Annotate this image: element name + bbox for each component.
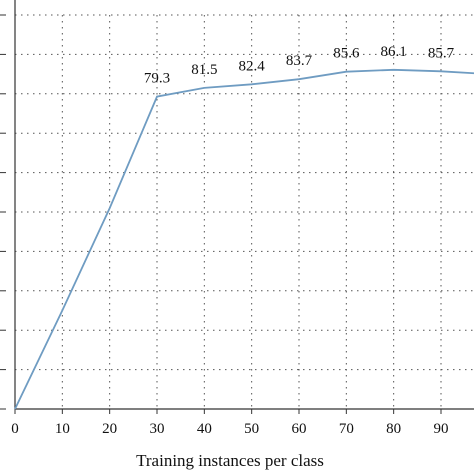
data-label: 85.7 — [428, 45, 455, 61]
series-line — [14, 68, 474, 410]
x-tick-label: 30 — [149, 421, 164, 437]
data-label: 81.5 — [191, 62, 217, 78]
data-labels: 79.3 81.5 82.4 83.7 85.6 86.1 85.7 — [144, 44, 455, 87]
x-tick-label: 90 — [433, 421, 448, 437]
x-tick-label: 40 — [197, 421, 212, 437]
x-tick-label: 50 — [244, 421, 259, 437]
axes — [14, 0, 474, 410]
grid — [0, 14, 474, 410]
data-label: 86.1 — [381, 44, 407, 60]
x-tick-label: 60 — [291, 421, 306, 437]
x-tick-label: 70 — [339, 421, 354, 437]
data-label: 85.6 — [333, 46, 360, 62]
x-tick-label: 0 — [11, 421, 19, 437]
x-tick-labels: 0 10 20 30 40 50 60 70 80 90 — [11, 409, 448, 437]
x-tick-label: 10 — [55, 421, 70, 437]
x-axis-label: Training instances per class — [136, 451, 324, 470]
data-label: 79.3 — [144, 71, 170, 87]
data-label: 83.7 — [286, 53, 313, 69]
x-tick-label: 20 — [102, 421, 117, 437]
x-tick-label: 80 — [386, 421, 401, 437]
data-label: 82.4 — [239, 58, 266, 74]
